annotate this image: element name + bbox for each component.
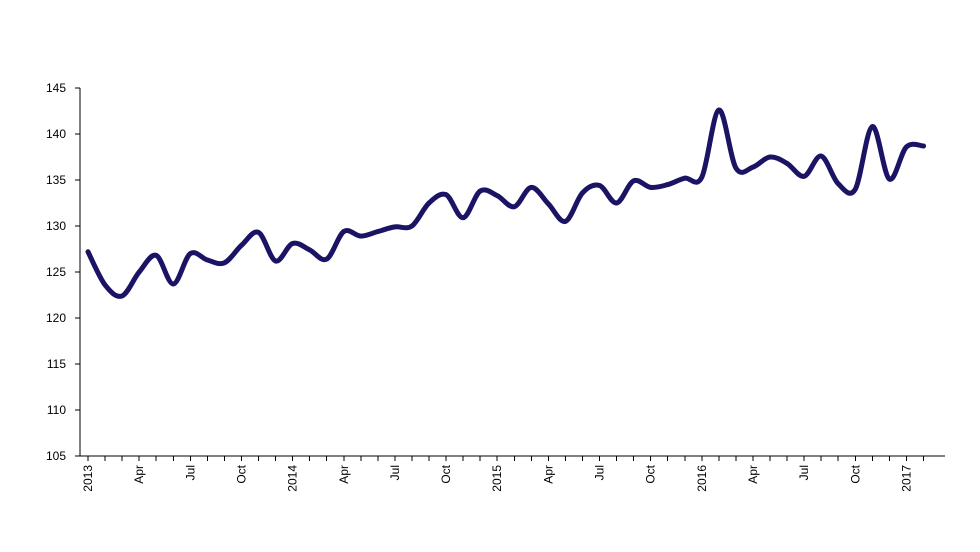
data-point [375, 229, 381, 234]
data-point [597, 183, 602, 188]
data-point [835, 181, 841, 187]
data-point [443, 192, 449, 198]
data-point [852, 186, 858, 192]
data-point [341, 229, 347, 234]
data-point [767, 154, 773, 160]
x-tick-label: Apr [132, 465, 146, 484]
data-point [580, 190, 585, 196]
data-point [409, 223, 415, 229]
data-point [477, 188, 483, 194]
x-tick-label: 2014 [286, 465, 300, 492]
data-point [631, 178, 636, 184]
data-point [256, 230, 261, 235]
data-point [699, 174, 705, 180]
data-point [290, 241, 295, 246]
data-point [563, 219, 568, 224]
data-point [102, 282, 108, 288]
y-tick-label: 105 [46, 449, 66, 463]
data-point [239, 242, 244, 248]
x-tick-label: Oct [234, 464, 248, 483]
x-tick-label: 2017 [899, 465, 913, 492]
x-tick-label: 2016 [695, 465, 709, 492]
x-tick-label: Apr [541, 465, 555, 484]
y-tick-label: 130 [46, 219, 66, 233]
data-point [324, 256, 330, 262]
data-point [716, 107, 722, 113]
data-point [546, 201, 551, 207]
series-line [85, 107, 926, 299]
data-point [869, 124, 875, 129]
data-point [187, 251, 193, 256]
y-axis: 105 110 115 120 125 130 135 140 145 [46, 81, 81, 463]
x-tick-label: Jul [797, 465, 811, 480]
data-point [136, 269, 142, 275]
x-tick-label: Apr [337, 465, 351, 484]
data-point [887, 176, 892, 182]
x-tick-label: Oct [439, 464, 453, 483]
data-point [170, 281, 176, 287]
y-tick-label: 110 [47, 403, 66, 417]
x-tick-label: Oct [848, 464, 862, 483]
data-point [460, 215, 466, 221]
data-point [273, 258, 278, 264]
data-point [392, 224, 398, 230]
y-tick-label: 120 [46, 311, 66, 325]
data-point [426, 200, 432, 206]
x-tick-label: 2015 [490, 465, 504, 492]
data-point [904, 144, 909, 150]
data-point [784, 161, 790, 166]
data-point [205, 257, 210, 263]
data-point [818, 153, 824, 159]
x-tick-label: 2013 [81, 465, 95, 492]
x-tick-label: Jul [388, 465, 402, 480]
x-axis: 2013 Apr Jul Oct 2014 Apr Jul Oct 2015 Apr Jul Oct 2… [80, 455, 945, 492]
x-tick-label: Apr [746, 465, 760, 484]
x-tick-label: Jul [593, 465, 607, 480]
data-point [801, 173, 807, 179]
data-point [358, 233, 364, 239]
data-point [511, 204, 517, 210]
data-point [921, 143, 926, 149]
data-point [665, 182, 671, 188]
y-tick-label: 145 [46, 81, 66, 95]
data-point [528, 185, 534, 190]
data-point [119, 293, 125, 299]
x-tick-label: Jul [183, 465, 197, 480]
data-point [750, 164, 756, 170]
data-point [494, 193, 500, 199]
data-point [85, 249, 91, 255]
data-point [648, 185, 653, 190]
y-tick-label: 115 [47, 357, 66, 371]
y-tick-label: 140 [46, 127, 66, 141]
plot-area [85, 107, 926, 299]
data-point [733, 165, 739, 171]
data-point [682, 175, 688, 181]
data-point [222, 260, 227, 266]
data-point [307, 247, 312, 253]
x-tick-label: Oct [644, 464, 658, 483]
y-tick-label: 125 [46, 265, 66, 279]
data-point [153, 253, 159, 258]
data-point [614, 200, 619, 206]
y-tick-label: 135 [46, 173, 66, 187]
